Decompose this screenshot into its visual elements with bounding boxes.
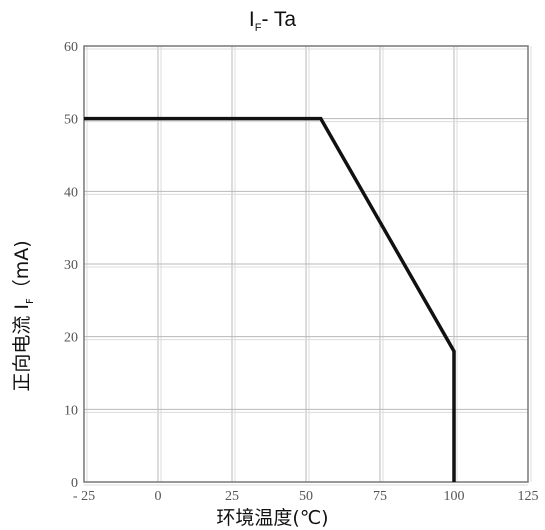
- y-tick-label-4: 40: [64, 185, 78, 200]
- series-line-0: [84, 119, 454, 482]
- x-tick-label-2: 25: [225, 489, 239, 504]
- y-tick-label-6: 60: [64, 40, 78, 55]
- x-tick-label-0: - 25: [73, 489, 95, 504]
- y-tick-label-1: 10: [64, 403, 78, 418]
- x-tick-label-4: 75: [373, 489, 387, 504]
- y-tick-label-2: 20: [64, 331, 78, 346]
- x-tick-label-3: 50: [299, 489, 313, 504]
- series-group: [84, 119, 454, 482]
- x-tick-label-1: 0: [155, 489, 162, 504]
- y-axis-label: 正向电流 IF（mA): [7, 186, 33, 446]
- y-axis-label-subscript: F: [25, 298, 36, 304]
- x-axis-label: 环境温度(℃): [0, 503, 545, 530]
- grid-lines: [84, 46, 531, 485]
- x-tick-labels: - 25 0 25 50 75 100 125: [73, 489, 539, 504]
- y-tick-label-5: 50: [64, 113, 78, 128]
- y-tick-label-3: 30: [64, 258, 78, 273]
- x-tick-label-6: 125: [518, 489, 539, 504]
- y-axis-label-suffix: （mA): [11, 240, 33, 298]
- x-tick-label-5: 100: [444, 489, 465, 504]
- y-axis-label-main: 正向电流 I: [11, 304, 33, 392]
